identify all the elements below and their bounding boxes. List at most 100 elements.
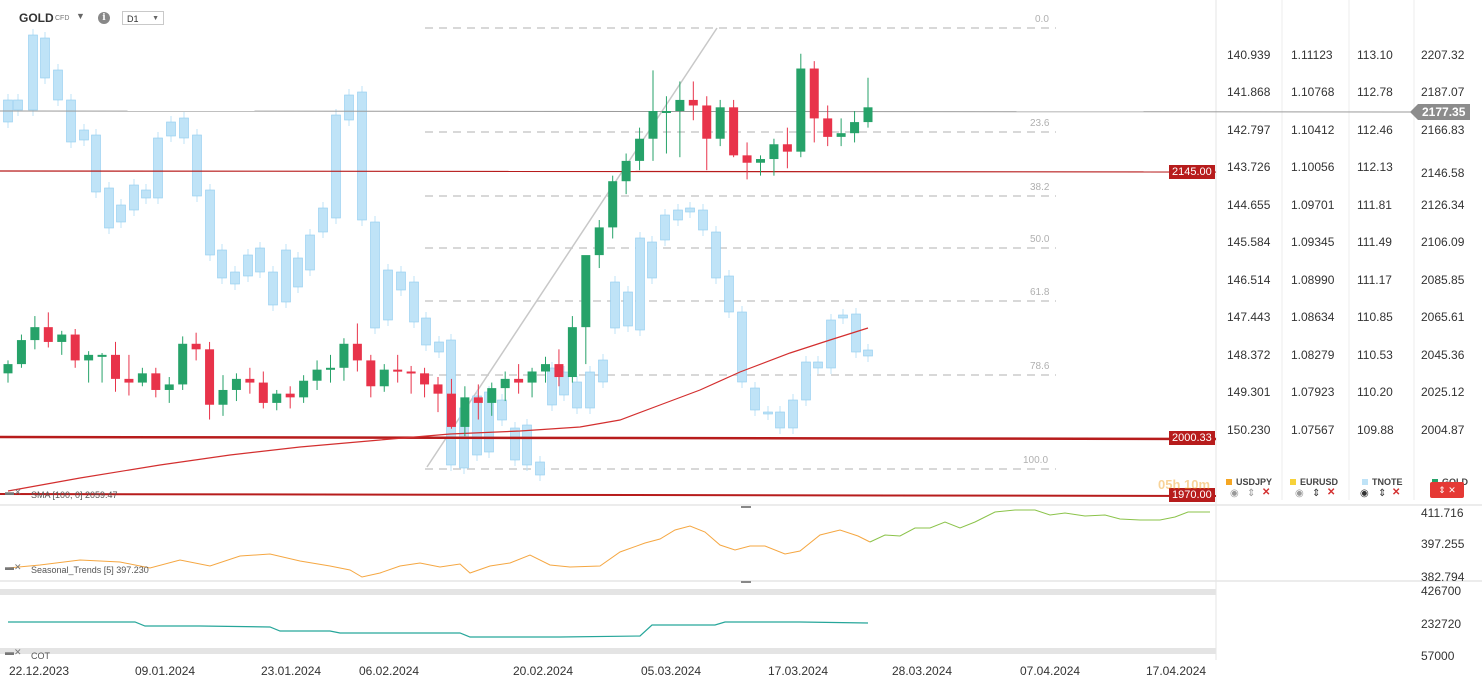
- tnote-candle: [331, 114, 341, 219]
- tnote-candle: [268, 271, 278, 306]
- gold-candle: [581, 255, 591, 328]
- tnote-visibility-icon[interactable]: ◉: [1360, 488, 1369, 499]
- tnote-candle: [635, 237, 645, 331]
- tnote-inverted-axis-label: 150.230: [1227, 423, 1271, 437]
- level-tag-2145[interactable]: 2145.00: [1169, 165, 1215, 179]
- sma-label: SMA [100, 0] 2059.47: [31, 490, 118, 500]
- timeframe-select[interactable]: D1 ▼: [122, 11, 164, 25]
- usdjpy-remove-icon[interactable]: ✕: [1262, 487, 1271, 498]
- gold-axis-label: 2085.85: [1421, 273, 1465, 287]
- cot-settings-icon[interactable]: ▬✕: [5, 647, 22, 657]
- usdjpy-reorder-icon[interactable]: ⇕: [1247, 488, 1256, 499]
- fib-label: 78.6: [1030, 361, 1050, 372]
- fib-label: 0.0: [1035, 14, 1049, 25]
- tnote-remove-icon[interactable]: ✕: [1392, 487, 1401, 498]
- level-line-2145: [0, 170, 1217, 173]
- eurusd-remove-icon[interactable]: ✕: [1327, 487, 1336, 498]
- tnote-inverted-axis-label: 141.868: [1227, 85, 1271, 99]
- symbol-type: CFD: [55, 15, 70, 22]
- tnote-candle: [685, 207, 695, 213]
- gold-candle: [433, 384, 443, 394]
- eurusd-reorder-icon[interactable]: ⇕: [1312, 488, 1321, 499]
- gold-candle: [218, 389, 228, 405]
- gold-candle: [863, 107, 873, 123]
- gold-candle: [393, 369, 403, 372]
- sma-settings-icon[interactable]: ▬✕: [5, 487, 22, 497]
- fib-label: 100.0: [1023, 455, 1049, 466]
- gold-candle: [487, 388, 497, 403]
- date-label: 22.12.2023: [9, 664, 70, 678]
- legend-usdjpy[interactable]: USDJPY: [1226, 472, 1272, 490]
- cot-panel-bottom-band: [0, 648, 1216, 654]
- tnote-candle: [205, 189, 215, 256]
- legend-eurusd[interactable]: EURUSD: [1290, 472, 1338, 490]
- gold-candle: [245, 378, 255, 383]
- usdjpy-visibility-icon[interactable]: ◉: [1230, 488, 1239, 499]
- level-tag-1970[interactable]: 1970.00: [1169, 488, 1215, 502]
- tnote-axis-label: 109.88: [1357, 423, 1394, 437]
- tnote-candle: [750, 387, 760, 411]
- seasonal-line-past: [7, 525, 871, 578]
- gold-axis-label: 2025.12: [1421, 385, 1465, 399]
- gold-candle: [205, 349, 215, 405]
- timeframe-value: D1: [127, 14, 139, 24]
- tnote-candle: [192, 134, 202, 197]
- symbol-dropdown-icon[interactable]: ▼: [76, 11, 85, 21]
- date-label: 09.01.2024: [135, 664, 196, 678]
- gold-candle: [272, 393, 282, 403]
- eurusd-visibility-icon[interactable]: ◉: [1295, 488, 1304, 499]
- cot-axis-low: 57000: [1421, 649, 1455, 663]
- gold-candle: [84, 354, 94, 361]
- eurusd-color-icon: [1290, 479, 1296, 485]
- tnote-candle: [737, 311, 747, 383]
- tnote-inverted-axis-label: 148.372: [1227, 348, 1271, 362]
- tnote-inverted-axis-label: 140.939: [1227, 48, 1271, 62]
- legend-tnote[interactable]: TNOTE: [1362, 472, 1403, 490]
- candle-timer: 05h 10m: [1158, 477, 1211, 492]
- info-icon[interactable]: i: [98, 12, 110, 24]
- gold-candle: [299, 380, 309, 398]
- tnote-candle: [318, 207, 328, 233]
- gold-settings-button[interactable]: ⇕ ✕: [1430, 482, 1464, 498]
- tnote-candle: [153, 137, 163, 199]
- level-tag-2000[interactable]: 2000.33: [1169, 431, 1215, 445]
- gold-candle: [326, 367, 335, 370]
- symbol-name[interactable]: GOLD: [19, 11, 54, 25]
- tnote-candle: [826, 319, 836, 369]
- tnote-axis-label: 111.49: [1357, 235, 1392, 249]
- gold-candle: [420, 373, 430, 385]
- gold-candle: [137, 373, 147, 383]
- tnote-candle: [788, 399, 798, 429]
- gold-candle: [702, 105, 712, 139]
- gold-candle: [473, 397, 483, 403]
- tnote-candle: [230, 271, 240, 285]
- gold-candle: [164, 384, 174, 390]
- seasonal-label: Seasonal_Trends [5] 397.230: [31, 565, 149, 575]
- tnote-reorder-icon[interactable]: ⇕: [1378, 488, 1387, 499]
- tnote-inverted-axis-label: 145.584: [1227, 235, 1271, 249]
- eurusd-axis-label: 1.11123: [1291, 48, 1333, 62]
- usdjpy-color-icon: [1226, 479, 1232, 485]
- gold-candle: [406, 371, 416, 374]
- gold-candle: [675, 99, 685, 112]
- tnote-candle: [370, 221, 380, 329]
- tnote-candle: [775, 411, 785, 429]
- tnote-candle: [129, 184, 139, 211]
- date-label: 17.03.2024: [768, 664, 829, 678]
- tnote-inverted-axis-label: 142.797: [1227, 123, 1271, 137]
- eurusd-axis-label: 1.10768: [1291, 85, 1335, 99]
- gold-candle: [729, 107, 739, 156]
- gold-candle: [850, 122, 860, 134]
- tnote-candle: [91, 134, 101, 193]
- tnote-candle: [585, 371, 595, 409]
- tnote-candle: [166, 121, 176, 137]
- seasonal-settings-icon[interactable]: ▬✕: [5, 562, 22, 572]
- tnote-candle: [698, 209, 708, 231]
- tnote-candle: [711, 231, 721, 279]
- gold-candle: [258, 382, 268, 403]
- gold-candle: [661, 111, 671, 114]
- gold-axis-label: 2126.34: [1421, 198, 1465, 212]
- cot-label: COT: [31, 651, 50, 661]
- eurusd-axis-label: 1.07567: [1291, 423, 1335, 437]
